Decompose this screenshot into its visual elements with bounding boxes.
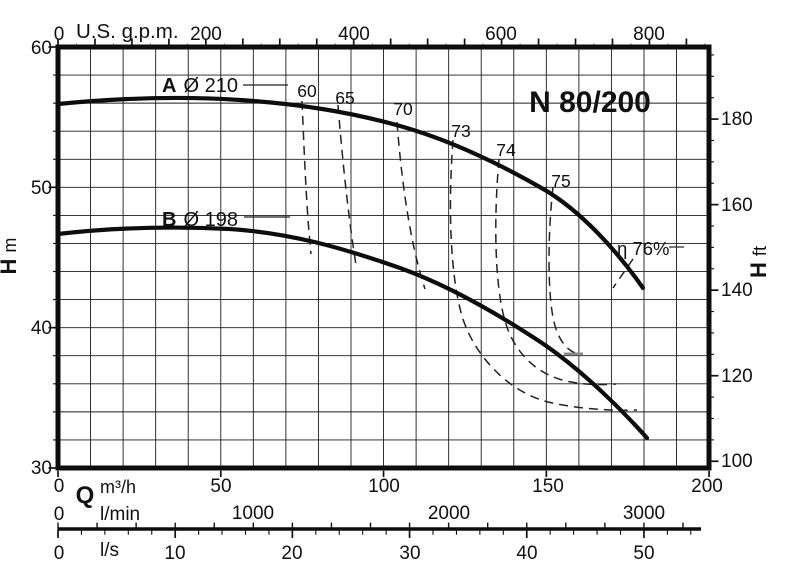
- curve-a-label: A Ø 210: [162, 75, 238, 97]
- hft-tick-label: 140: [721, 280, 753, 301]
- curve-a-path: [55, 95, 646, 291]
- q-zero-label: 0: [54, 476, 65, 497]
- efficiency-label-60: 60: [297, 81, 317, 101]
- efficiency-label-75: 75: [551, 171, 570, 191]
- gpm-tick-label: 800: [633, 24, 665, 45]
- efficiency-label-70: 70: [393, 99, 413, 119]
- gpm-zero-label: 0: [54, 24, 65, 45]
- hm-tick-label: 60: [31, 38, 52, 59]
- q-tick-label: 100: [368, 476, 400, 497]
- left-axis-symbol: H: [0, 259, 21, 275]
- lmin-tick-label: 1000: [232, 503, 274, 524]
- efficiency-label-65: 65: [335, 88, 354, 108]
- q-axis-unit: m³/h: [100, 477, 136, 497]
- efficiency-label-76: η 76%: [617, 238, 669, 259]
- curve-b-path: [55, 225, 650, 441]
- hm-tick-label: 50: [31, 178, 52, 199]
- left-axis-title: Hm: [0, 238, 21, 275]
- chart-title: N 80/200: [529, 86, 651, 119]
- efficiency-contour-76-leader: [612, 258, 634, 289]
- right-axis-unit: ft: [750, 246, 770, 256]
- q-tick-label: 50: [210, 476, 231, 497]
- plot-border: [55, 44, 712, 471]
- gpm-tick-label: 200: [190, 24, 222, 45]
- hm-tick-label: 30: [31, 458, 52, 479]
- lmin-tick-label: 2000: [428, 503, 470, 524]
- hm-tick-label: 40: [31, 318, 52, 339]
- hft-tick-label: 100: [721, 451, 753, 472]
- ls-tick-label: 20: [281, 543, 302, 564]
- lmin-axis-unit: l/min: [100, 504, 140, 525]
- left-axis-unit: m: [0, 238, 20, 253]
- q-axis-symbol: Q: [76, 482, 95, 509]
- q-tick-label: 200: [691, 476, 723, 497]
- curve-a-diameter: Ø 210: [183, 75, 237, 97]
- efficiency-label-74: 74: [496, 140, 516, 160]
- efficiency-contour-75: [548, 186, 582, 356]
- hft-tick-label: 180: [721, 109, 753, 130]
- efficiency-contour-74: [495, 158, 617, 386]
- gpm-tick-label: 400: [338, 24, 370, 45]
- curve-b-label: B Ø 198: [162, 209, 238, 231]
- ls-axis-unit: l/s: [100, 540, 119, 561]
- curve-a-id: A: [162, 75, 176, 97]
- right-axis-symbol: H: [746, 262, 771, 278]
- gpm-tick-label: 600: [485, 24, 517, 45]
- lmin-zero-label: 0: [54, 504, 65, 525]
- ls-zero-label: 0: [54, 543, 65, 564]
- ls-tick-label: 10: [164, 543, 185, 564]
- bottom-axis-ticks-m3h: [57, 470, 710, 477]
- efficiency-contour-60: [301, 100, 312, 255]
- ls-tick-label: 40: [516, 543, 537, 564]
- lmin-tick-label: 3000: [623, 503, 665, 524]
- ls-tick-label: 50: [633, 543, 654, 564]
- efficiency-contour-73: [449, 139, 638, 411]
- hft-tick-label: 160: [721, 195, 753, 216]
- efficiency-label-73: 73: [451, 121, 470, 141]
- right-axis-title: Hft: [746, 246, 771, 278]
- efficiency-contour-65: [337, 104, 357, 266]
- hft-tick-label: 120: [721, 366, 753, 387]
- q-tick-label: 150: [532, 476, 564, 497]
- ls-tick-label: 30: [399, 543, 420, 564]
- gpm-axis-unit: U.S. g.p.m.: [76, 20, 179, 43]
- curve-b-id: B: [162, 209, 176, 231]
- curve-b-diameter: Ø 198: [183, 209, 237, 231]
- efficiency-contour-70: [396, 121, 426, 290]
